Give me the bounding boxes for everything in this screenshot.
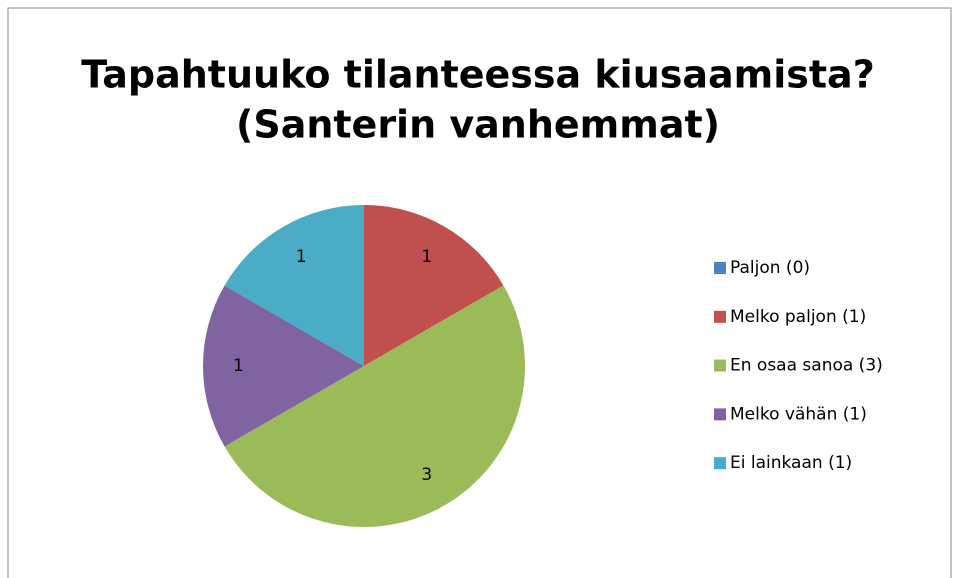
pie-slice xyxy=(224,285,525,527)
legend-swatch xyxy=(714,359,726,372)
legend-label: En osaa sanoa (3) xyxy=(730,356,883,376)
legend-swatch xyxy=(714,262,726,274)
legend-swatch xyxy=(714,408,726,421)
pie-slice xyxy=(203,285,364,447)
data-label: 1 xyxy=(233,356,244,376)
pie-slice xyxy=(224,205,364,366)
legend-label: Paljon (0) xyxy=(730,258,810,278)
data-label: 3 xyxy=(421,465,432,485)
legend-swatch xyxy=(714,457,726,470)
legend-label: Melko vähän (1) xyxy=(730,404,867,424)
pie-slice xyxy=(364,205,504,366)
chart-title: (Santerin vanhemmat) xyxy=(236,103,720,147)
data-label: 1 xyxy=(296,247,307,267)
legend-label: Melko paljon (1) xyxy=(730,307,866,327)
data-label: 1 xyxy=(421,247,432,267)
chart-title: Tapahtuuko tilanteessa kiusaamista? xyxy=(81,53,875,97)
legend-swatch xyxy=(714,310,726,323)
legend-label: Ei lainkaan (1) xyxy=(730,453,852,473)
